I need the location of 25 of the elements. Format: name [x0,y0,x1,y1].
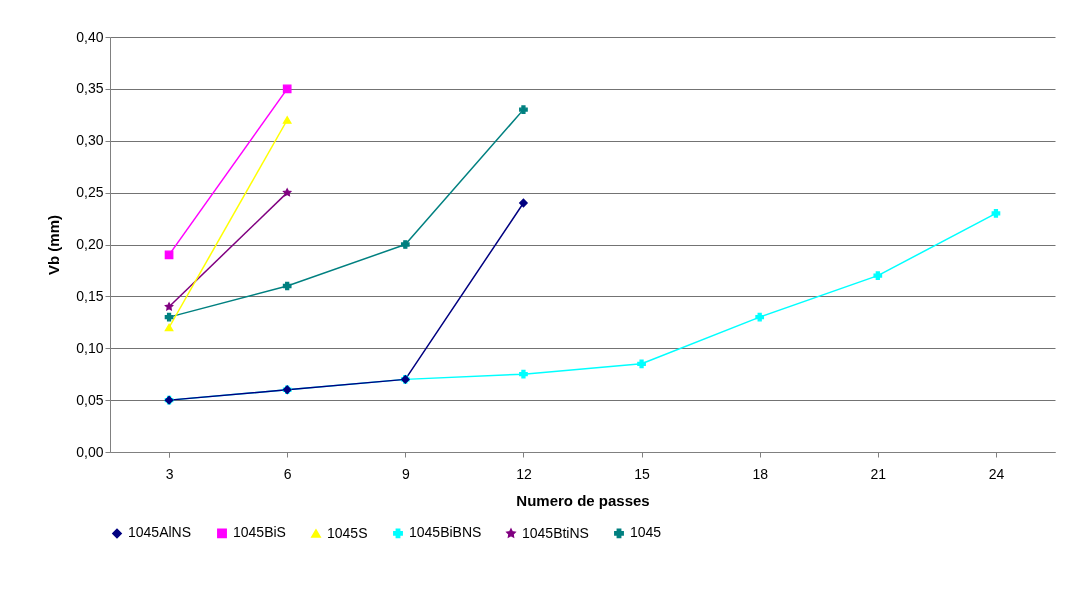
legend-label: 1045BiBNS [409,524,482,541]
x-tick-label: 18 [752,465,769,482]
y-tick-label: 0,25 [76,184,104,201]
y-tick-label: 0,30 [76,132,104,149]
x-tick-label: 15 [634,465,651,482]
y-tick-label: 0,35 [76,80,104,97]
legend-label: 1045 [630,524,662,541]
x-tick-label: 6 [283,465,292,482]
legend-label: 1045AlNS [128,524,192,541]
x-axis-title: Numero de passes [516,491,650,509]
legend-label: 1045BiS [233,524,286,541]
legend-label: 1045S [327,524,368,541]
y-tick-label: 0,15 [76,287,104,304]
legend-label: 1045BtiNS [522,524,589,541]
y-tick-label: 0,05 [76,391,104,408]
x-tick-label: 9 [401,465,410,482]
y-tick-label: 0,00 [76,443,104,460]
x-tick-label: 24 [988,465,1005,482]
x-tick-label: 21 [870,465,887,482]
x-tick-label: 12 [516,465,532,482]
y-tick-label: 0,10 [76,339,104,356]
y-tick-label: 0,40 [76,28,104,45]
y-axis-title: Vb (mm) [45,215,63,275]
y-tick-label: 0,20 [76,236,104,252]
x-tick-label: 3 [165,465,174,482]
